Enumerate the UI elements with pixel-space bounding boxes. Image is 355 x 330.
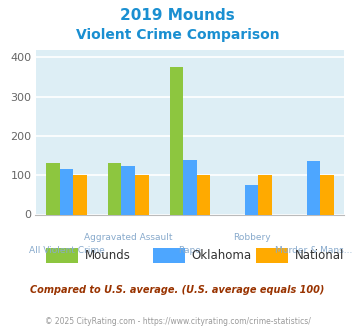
- Bar: [108, 163, 121, 214]
- Text: All Violent Crime: All Violent Crime: [28, 246, 104, 255]
- Bar: [135, 175, 148, 214]
- Text: Murder & Mans...: Murder & Mans...: [275, 246, 352, 255]
- Bar: [46, 163, 60, 214]
- Text: Compared to U.S. average. (U.S. average equals 100): Compared to U.S. average. (U.S. average …: [30, 285, 325, 295]
- Text: Robbery: Robbery: [233, 233, 271, 242]
- Bar: [197, 175, 210, 214]
- Text: Aggravated Assault: Aggravated Assault: [84, 233, 173, 242]
- Text: Rape: Rape: [179, 246, 201, 255]
- Bar: [170, 67, 183, 214]
- Bar: [183, 160, 197, 214]
- Bar: [245, 185, 258, 214]
- Text: Mounds: Mounds: [85, 249, 131, 262]
- Text: Violent Crime Comparison: Violent Crime Comparison: [76, 28, 279, 42]
- Bar: [307, 161, 320, 214]
- Text: © 2025 CityRating.com - https://www.cityrating.com/crime-statistics/: © 2025 CityRating.com - https://www.city…: [45, 317, 310, 326]
- Bar: [258, 175, 272, 214]
- Bar: [320, 175, 334, 214]
- Bar: [60, 169, 73, 214]
- Text: Oklahoma: Oklahoma: [192, 249, 252, 262]
- Bar: [121, 166, 135, 214]
- Text: 2019 Mounds: 2019 Mounds: [120, 8, 235, 23]
- Text: National: National: [295, 249, 344, 262]
- Bar: [73, 175, 87, 214]
